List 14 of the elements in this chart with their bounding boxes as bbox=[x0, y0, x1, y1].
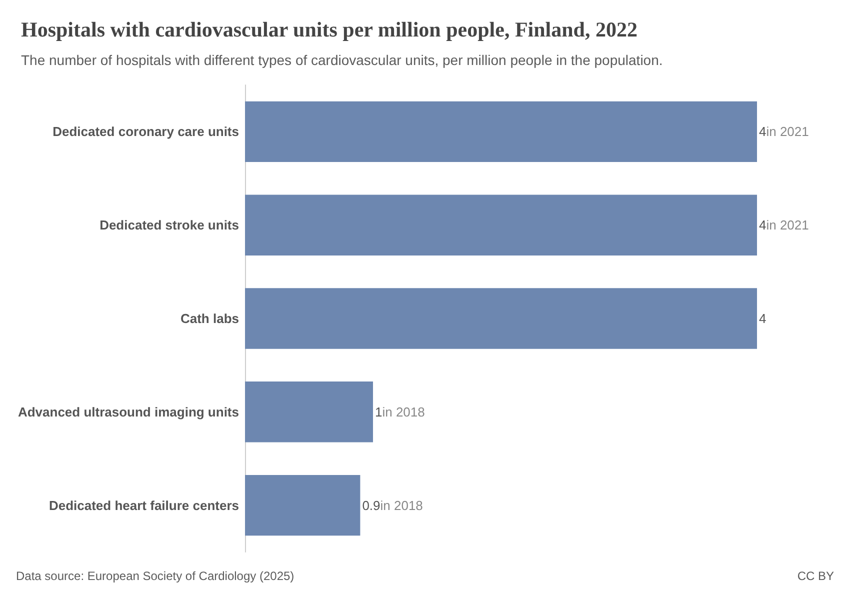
source-note: Data source: European Society of Cardiology (2025) bbox=[16, 569, 294, 583]
data-label: 4in 2021 bbox=[759, 218, 809, 233]
data-label: 4in 2021 bbox=[759, 124, 809, 140]
y-tick-label: Advanced ultrasound imaging units bbox=[18, 404, 239, 420]
y-tick-label: Dedicated heart failure centers bbox=[48, 498, 239, 513]
chart-title: Hospitals with cardiovascular units per million people, Finland, 2022 bbox=[21, 18, 638, 42]
text: CC BY bbox=[797, 569, 834, 583]
data-label: 0.9in 2018 bbox=[362, 498, 423, 513]
y-tick-label: Cath labs bbox=[180, 311, 239, 326]
data-label: 4 bbox=[759, 311, 766, 326]
y-tick-label: Dedicated stroke units bbox=[100, 218, 239, 233]
chart-subtitle: The number of hospitals with different types of cardiovascular units, per million people in the population. bbox=[21, 52, 663, 68]
y-tick-label: Dedicated coronary care units bbox=[52, 124, 239, 140]
data-label: 1in 2018 bbox=[375, 404, 425, 420]
